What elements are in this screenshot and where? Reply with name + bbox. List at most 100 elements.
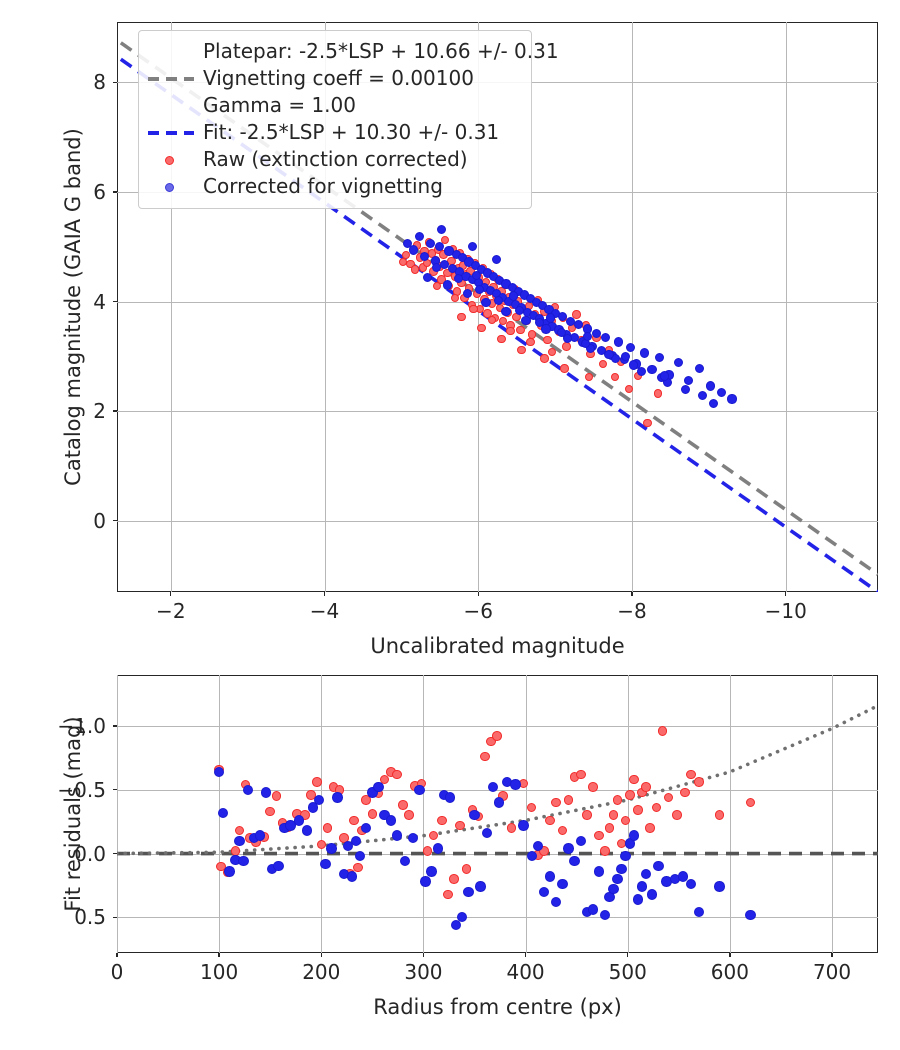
legend-entry: Raw (extinction corrected) [148,146,521,173]
data-point-corrected [694,906,705,918]
data-point-raw [477,323,486,333]
data-point-corrected [604,349,614,359]
x-axis-tick-label: −2 [156,599,186,623]
data-point-raw [610,372,620,382]
legend-dashed-grey-line-icon [148,65,194,92]
legend-entry: Fit: -2.5*LSP + 10.30 +/- 0.31 [148,119,521,146]
data-point-corrected [695,363,705,373]
data-point-corrected [585,344,596,354]
grid-line-vertical [423,675,425,953]
data-point-corrected [632,894,644,905]
x-axis-tick [323,592,326,596]
data-point-raw [353,862,363,873]
legend-entry-label: Raw (extinction corrected) [203,147,468,171]
grid-line-horizontal [117,411,878,413]
data-point-raw [539,846,549,856]
data-point-raw [547,347,557,357]
data-point-raw [437,275,446,284]
data-point-corrected [422,272,433,282]
x-axis-tick-label: 500 [608,960,647,984]
data-point-corrected [544,871,556,882]
grid-line-vertical [324,22,326,592]
data-point-raw [487,315,497,325]
data-point-corrected [515,305,525,315]
data-point-raw [234,825,245,836]
grid-line-horizontal [117,789,878,791]
data-point-corrected [640,868,652,880]
data-point-raw [641,782,651,792]
data-point-corrected [426,238,436,248]
data-point-corrected [213,766,225,778]
grid-line-vertical [170,22,172,592]
data-point-raw [694,777,705,787]
data-point-raw [645,823,655,833]
data-point-corrected [408,833,419,844]
data-point-corrected [526,850,537,862]
data-point-corrected [493,797,505,808]
legend-entry-label: Vignetting coeff = 0.00100 [203,66,474,90]
data-point-corrected [409,245,419,255]
y-axis-tick [113,520,117,522]
data-point-corrected [493,295,503,305]
top-y-axis-label: Catalog magnitude (GAIA G band) [61,128,85,486]
data-point-corrected [415,232,425,242]
data-point-corrected [745,909,756,920]
data-point-corrected [442,280,453,290]
x-axis-tick [631,592,633,596]
grid-line-vertical [729,675,731,953]
data-point-raw [588,782,598,792]
data-point-raw [506,326,515,336]
data-point-corrected [350,835,362,846]
data-point-raw [624,790,635,800]
data-point-corrected [487,782,499,793]
data-point-corrected [616,863,627,875]
data-point-corrected [481,827,492,839]
legend-entry: Vignetting coeff = 0.00100 [148,65,521,92]
data-point-corrected [307,802,319,813]
data-point-raw [406,260,415,269]
data-point-raw [671,810,682,821]
data-point-corrected [563,843,574,854]
model-curve-vignetting-model [117,703,878,856]
data-point-corrected [326,843,337,854]
data-point-corrected [346,871,358,882]
y-axis-tick [113,410,117,412]
data-point-corrected [475,284,485,295]
data-point-raw [594,830,604,841]
legend-empty-key [148,92,194,119]
data-point-corrected [545,313,556,323]
legend-blue-marker-icon [148,173,194,200]
data-point-corrected [361,822,372,834]
legend-entry: Gamma = 1.00 [148,92,521,119]
data-point-corrected [569,855,580,867]
data-point-corrected [501,306,511,316]
legend-entry: Corrected for vignetting [148,173,521,200]
grid-line-horizontal [117,917,878,919]
data-point-raw [629,774,639,785]
data-point-corrected [659,371,669,381]
data-point-corrected [673,358,683,368]
x-axis-tick [320,953,322,957]
data-point-raw [440,235,450,245]
data-point-raw [560,364,569,373]
data-point-raw [498,317,508,326]
data-point-raw [557,825,568,836]
data-point-raw [271,791,282,801]
dashed-line-icon [148,131,194,135]
data-point-corrected [242,784,253,795]
data-point-raw [455,820,465,831]
data-point-raw [322,823,333,833]
data-point-corrected [621,351,631,361]
data-point-raw [600,846,611,856]
data-point-raw [551,797,561,808]
data-point-corrected [636,367,646,377]
data-point-raw [657,726,668,736]
grid-line-vertical [627,675,629,953]
data-point-raw [516,325,525,335]
data-point-raw [312,777,322,787]
data-point-corrected [218,807,229,818]
data-point-corrected [426,866,437,877]
data-point-raw [562,342,571,351]
data-point-raw [449,874,459,884]
data-point-corrected [469,810,480,821]
